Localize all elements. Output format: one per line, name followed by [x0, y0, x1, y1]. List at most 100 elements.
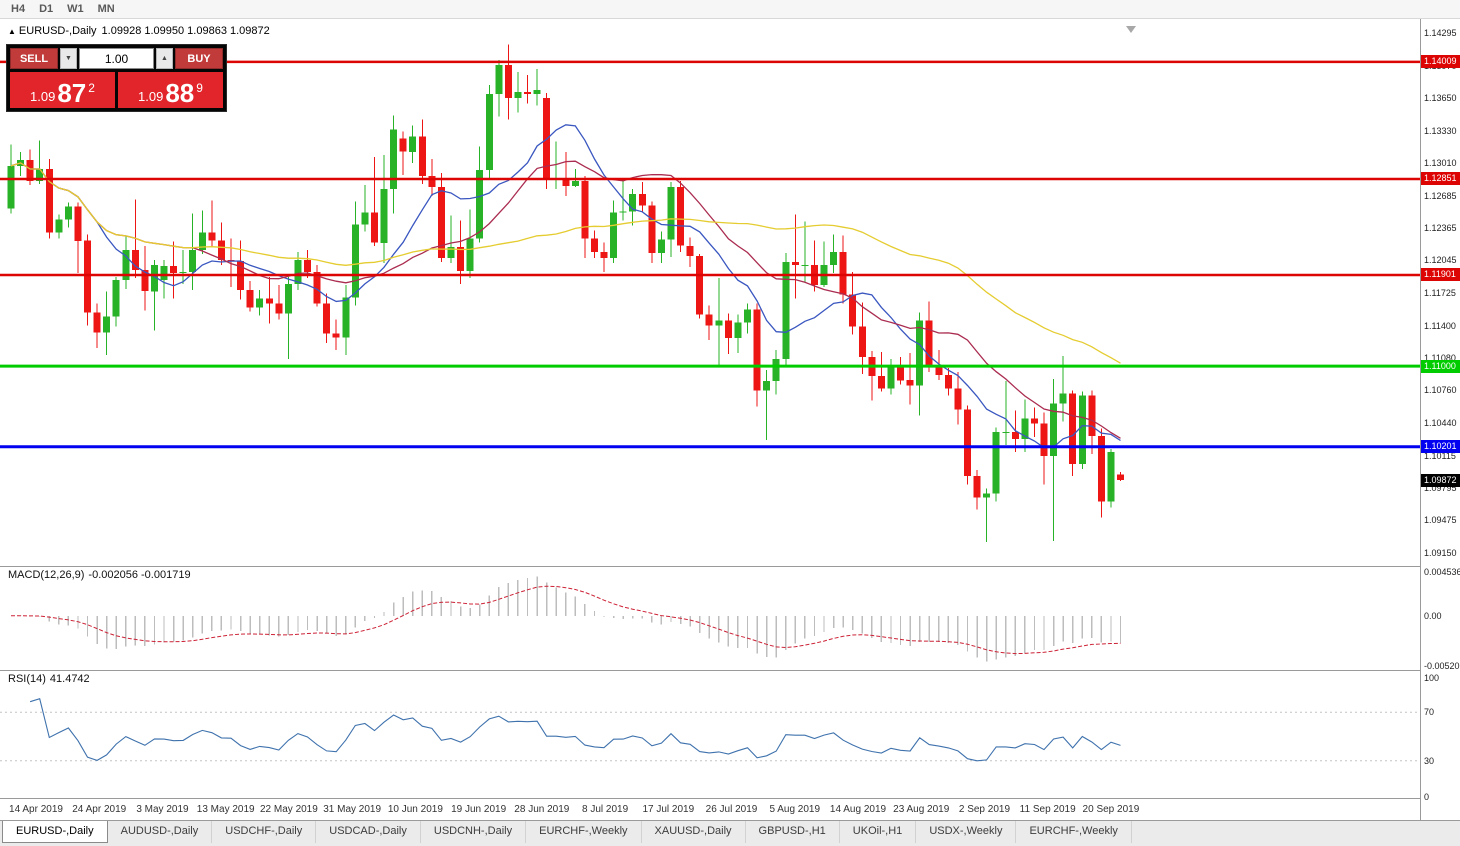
- chart-canvas[interactable]: [0, 19, 1420, 820]
- date-axis[interactable]: 14 Apr 2019 24 Apr 2019 3 May 2019 13 May 2…: [0, 799, 1420, 820]
- chart-tab-eurchf-weekly[interactable]: EURCHF-,Weekly: [526, 821, 642, 843]
- date-label: 22 May 2019: [259, 804, 318, 815]
- macd-indicator-label: MACD(12,26,9) -0.002056 -0.001719: [8, 569, 191, 581]
- timeframe-button-mn[interactable]: MN: [97, 3, 115, 15]
- support-line-blue-badge: 1.10201: [1421, 440, 1460, 454]
- price-tick: 1.11400: [1424, 320, 1456, 331]
- chart-tab-eurchf-weekly[interactable]: EURCHF-,Weekly: [1016, 821, 1132, 843]
- date-label: 10 Jun 2019: [387, 804, 443, 815]
- price-tick: 1.11725: [1424, 287, 1456, 298]
- sell-price-sup: 2: [88, 81, 95, 95]
- timeframe-toolbar: H4 D1 W1 MN: [0, 0, 1460, 19]
- chart-tab-eurusd-daily[interactable]: EURUSD-,Daily: [2, 821, 108, 843]
- chart-shift-marker-icon[interactable]: [1126, 26, 1136, 33]
- chart-tab-bar: EURUSD-,Daily AUDUSD-,Daily USDCHF-,Daily U…: [0, 820, 1460, 846]
- price-tick: 1.13650: [1424, 93, 1457, 104]
- date-label: 24 Apr 2019: [72, 804, 127, 815]
- date-label: 31 May 2019: [323, 804, 382, 815]
- chart-title: ▲ EURUSD-,Daily 1.09928 1.09950 1.09863 1.…: [8, 25, 270, 37]
- chart-tab-audusd-daily[interactable]: AUDUSD-,Daily: [108, 821, 213, 843]
- macd-histogram: [19, 576, 1122, 662]
- date-label: 2 Sep 2019: [958, 804, 1011, 815]
- ma-10-line: [10, 124, 1121, 449]
- rsi-value: 41.4742: [49, 673, 90, 685]
- buy-price-prefix: 1.09: [138, 89, 164, 104]
- lot-size-input[interactable]: [79, 48, 154, 69]
- macd-axis-tick: -0.00520: [1424, 661, 1460, 671]
- price-tick: 1.13010: [1424, 157, 1457, 168]
- sell-price-display[interactable]: 1.09 87 2: [10, 72, 115, 108]
- rsi-indicator-label: RSI(14) 41.4742: [8, 673, 90, 685]
- one-click-toggle-icon[interactable]: ▲: [8, 27, 16, 36]
- price-tick: 1.09150: [1424, 548, 1457, 559]
- rsi-axis-tick: 30: [1424, 755, 1435, 766]
- macd-signal-line: [10, 585, 1121, 655]
- ma-20-line: [10, 160, 1121, 439]
- support-line-green-badge: 1.11000: [1421, 359, 1460, 373]
- macd-axis-tick: 0.00: [1424, 610, 1442, 621]
- chart-tab-xauusd-daily[interactable]: XAUUSD-,Daily: [642, 821, 746, 843]
- sell-price-big: 87: [57, 78, 87, 108]
- chart-ohlc-values: 1.09928 1.09950 1.09863 1.09872: [101, 25, 270, 37]
- lot-increase-button[interactable]: ▲: [156, 48, 173, 69]
- rsi-name: RSI(14): [8, 673, 46, 685]
- price-tick: 1.10440: [1424, 417, 1457, 428]
- date-label: 20 Sep 2019: [1082, 804, 1140, 815]
- buy-price-display[interactable]: 1.09 88 9: [118, 72, 223, 108]
- one-click-order-row: SELL ▼ ▲ BUY: [10, 48, 223, 69]
- date-label: 11 Sep 2019: [1019, 804, 1076, 815]
- resistance-line-1-badge: 1.14009: [1421, 55, 1460, 69]
- date-label: 3 May 2019: [136, 804, 189, 815]
- resistance-line-2-badge: 1.12851: [1421, 172, 1460, 186]
- sell-button[interactable]: SELL: [10, 48, 58, 69]
- date-label: 13 May 2019: [196, 804, 255, 815]
- price-tick: 1.13330: [1424, 125, 1457, 136]
- price-tick: 1.14295: [1424, 28, 1457, 38]
- chart-symbol-period: EURUSD-,Daily: [18, 25, 97, 37]
- chart-tab-usdchf-daily[interactable]: USDCHF-,Daily: [212, 821, 317, 843]
- price-tick: 1.09795: [1424, 482, 1457, 493]
- timeframe-button-w1[interactable]: W1: [67, 3, 84, 15]
- price-scale[interactable]: 1.142951.139701.136501.133301.130101.126…: [1420, 19, 1460, 820]
- current-price-badge: 1.09872: [1421, 473, 1460, 487]
- ma-50-line: [10, 162, 1121, 364]
- price-tick: 1.09475: [1424, 515, 1457, 526]
- date-label: 19 Jun 2019: [451, 804, 507, 815]
- rsi-axis-tick: 0: [1424, 792, 1430, 802]
- chart-tab-gbpusd-h1[interactable]: GBPUSD-,H1: [746, 821, 840, 843]
- sell-price-prefix: 1.09: [30, 89, 56, 104]
- chart-window: ▲ EURUSD-,Daily 1.09928 1.09950 1.09863 1.…: [0, 19, 1460, 820]
- date-label: 14 Apr 2019: [9, 804, 63, 815]
- chart-tab-usdx-weekly[interactable]: USDX-,Weekly: [916, 821, 1017, 843]
- price-tick: 1.12045: [1424, 255, 1457, 266]
- date-label: 28 Jun 2019: [514, 804, 570, 815]
- timeframe-button-d1[interactable]: D1: [39, 3, 54, 15]
- rsi-line: [29, 698, 1121, 762]
- price-tick: 1.12685: [1424, 190, 1457, 201]
- price-tick: 1.10760: [1424, 385, 1457, 396]
- price-tick: 1.10115: [1424, 450, 1456, 461]
- one-click-trading-panel: SELL ▼ ▲ BUY 1.09 87 2 1.09 88 9: [6, 44, 227, 112]
- timeframe-button-h4[interactable]: H4: [11, 3, 26, 15]
- lot-decrease-button[interactable]: ▼: [60, 48, 77, 69]
- buy-button[interactable]: BUY: [175, 48, 223, 69]
- buy-price-sup: 9: [196, 81, 203, 95]
- date-label: 5 Aug 2019: [769, 804, 821, 815]
- price-tick: 1.12365: [1424, 223, 1457, 234]
- macd-axis-tick: 0.004536: [1424, 567, 1460, 577]
- rsi-axis-tick: 70: [1424, 707, 1435, 718]
- date-label: 26 Jul 2019: [705, 804, 758, 815]
- chart-tab-ukoil-h1[interactable]: UKOil-,H1: [840, 821, 917, 843]
- date-label: 17 Jul 2019: [642, 804, 695, 815]
- rsi-axis-tick: 100: [1424, 673, 1440, 683]
- chart-tab-usdcnh-daily[interactable]: USDCNH-,Daily: [421, 821, 527, 843]
- date-label: 14 Aug 2019: [829, 804, 887, 815]
- one-click-price-row: 1.09 87 2 1.09 88 9: [10, 72, 223, 108]
- resistance-line-3-badge: 1.11901: [1421, 268, 1460, 282]
- chart-tab-usdcad-daily[interactable]: USDCAD-,Daily: [316, 821, 421, 843]
- macd-values: -0.002056 -0.001719: [88, 569, 191, 581]
- date-label: 8 Jul 2019: [581, 804, 629, 815]
- candles: [7, 44, 1125, 542]
- price-tick: 1.11080: [1424, 352, 1456, 363]
